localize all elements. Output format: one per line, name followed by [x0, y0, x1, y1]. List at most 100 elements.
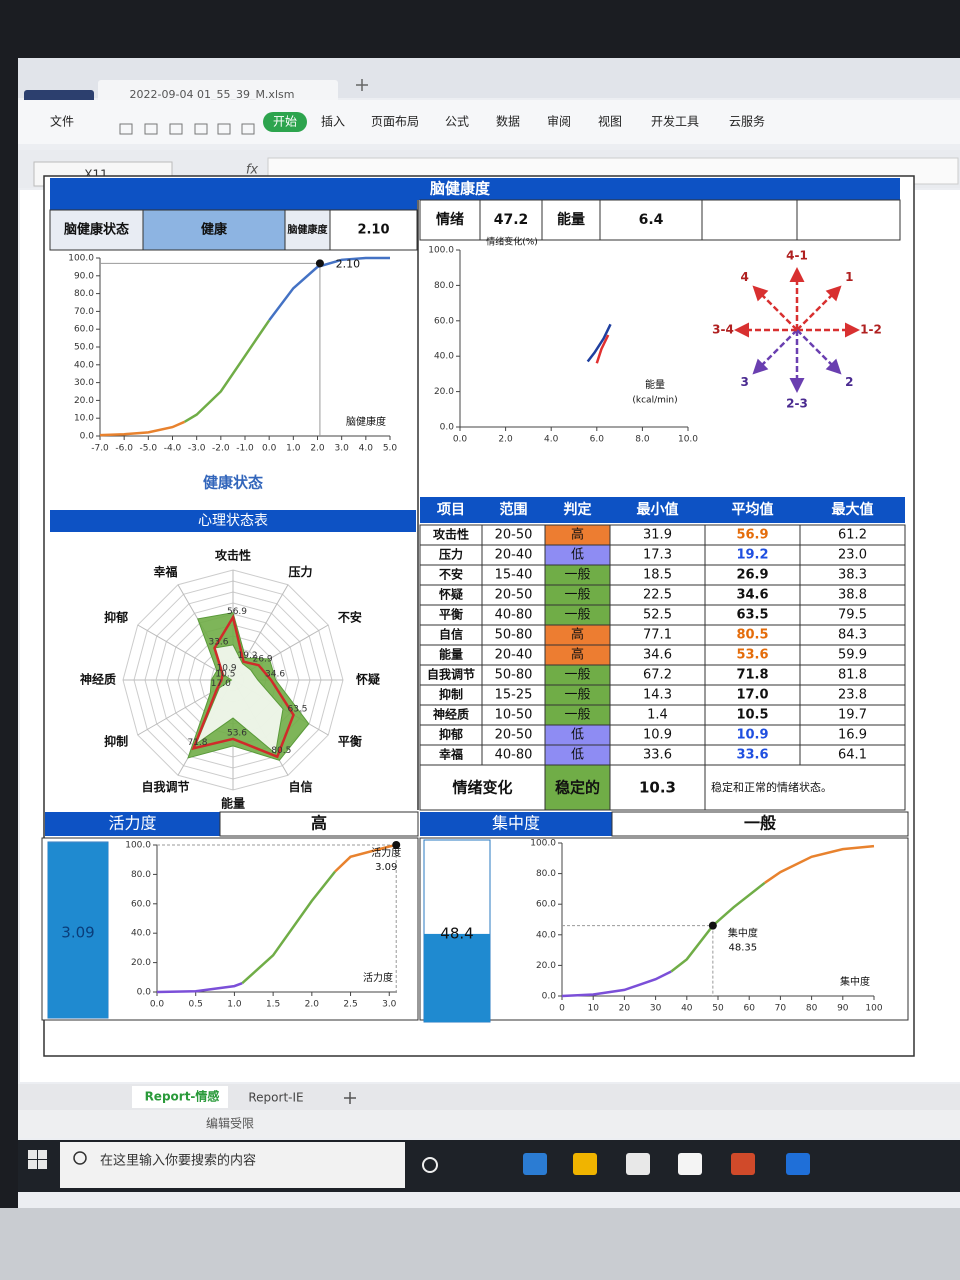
toolbar-icon[interactable] [144, 123, 158, 135]
table-cell-text: 79.5 [838, 608, 867, 623]
x-tick-label: 2.0 [305, 1000, 320, 1010]
summary-text: 情绪变化 [452, 779, 512, 797]
table-cell-text: 50-80 [495, 668, 533, 683]
x-tick-label: 90 [837, 1004, 849, 1014]
radar-axis-label: 抑制 [104, 734, 128, 749]
x-tick-label: 40 [681, 1004, 693, 1014]
table-cell-text: 16.9 [838, 728, 867, 743]
sheet-tab[interactable]: Report-情感 [145, 1089, 220, 1104]
taskview-icon[interactable] [422, 1157, 438, 1173]
y-tick-label: 0.0 [80, 432, 95, 442]
menu-item[interactable]: 云服务 [729, 114, 765, 129]
taskbar-app[interactable] [678, 1153, 702, 1175]
taskbar-app[interactable] [573, 1153, 597, 1175]
table-header-bg [420, 497, 905, 523]
table-cell-text: 20-50 [495, 728, 533, 743]
toolbar-icon[interactable] [119, 123, 133, 135]
x-tick-label: -7.0 [91, 444, 109, 454]
table-cell-text: 20-40 [495, 548, 533, 563]
menu-item[interactable]: 插入 [321, 115, 345, 129]
table-cell-text: 18.5 [643, 568, 672, 583]
table-cell-text: 一般 [564, 587, 590, 603]
search-text[interactable]: 在这里输入你要搜索的内容 [100, 1153, 256, 1169]
x-tick-label: 20 [619, 1004, 631, 1014]
direction-arrow [796, 285, 842, 331]
sheet-tab[interactable]: Report-IE [248, 1091, 303, 1105]
menu-item[interactable]: 数据 [496, 114, 520, 129]
y-tick-label: 100.0 [68, 254, 94, 264]
menu-item[interactable]: 视图 [598, 114, 622, 129]
table-cell-text: 10-50 [495, 708, 533, 723]
radar-value-label: 10.9 [217, 664, 237, 674]
x-tick-label: 6.0 [590, 435, 605, 445]
y-tick-label: 20.0 [434, 387, 454, 397]
health-cell-text: 脑健康状态 [64, 222, 129, 238]
menu-item[interactable]: 文件 [50, 114, 74, 129]
x-tick-label: -3.0 [188, 444, 206, 454]
start-logo[interactable] [38, 1160, 47, 1169]
table-cell-text: 低 [571, 728, 584, 743]
axis-label: 集中度 [840, 975, 870, 988]
table-cell-text: 23.0 [838, 548, 867, 563]
health-cell-text: 2.10 [357, 223, 389, 238]
y-tick-label: 80.0 [434, 281, 454, 291]
menu-item[interactable]: 公式 [445, 115, 469, 129]
x-tick-label: -5.0 [140, 444, 158, 454]
taskbar-app[interactable] [523, 1153, 547, 1175]
bar [424, 933, 490, 1022]
curve [156, 982, 243, 994]
taskbar-app[interactable] [626, 1153, 650, 1175]
start-logo[interactable] [28, 1160, 37, 1169]
x-axis-title: 能量 [645, 378, 665, 391]
table-cell-text: 84.3 [838, 628, 867, 643]
table-cell-text: 幸福 [439, 747, 463, 762]
table-cell-text: 67.2 [643, 668, 672, 683]
toolbar-icon[interactable] [194, 123, 208, 135]
curve [183, 319, 271, 423]
point [315, 259, 324, 268]
energy-cell [796, 199, 901, 241]
table-cell-text: 26.9 [736, 568, 768, 583]
start-logo[interactable] [28, 1150, 37, 1159]
toolbar-icon[interactable] [169, 123, 183, 135]
summary-cell [704, 764, 906, 811]
summary-text: 稳定和正常的情绪状态。 [711, 780, 832, 794]
panel-level-text: 一般 [744, 814, 776, 833]
x-tick-label: -1.0 [236, 444, 254, 454]
add-sheet-button[interactable] [344, 1092, 356, 1104]
menu-item[interactable]: 页面布局 [371, 115, 419, 129]
energy-cell [701, 199, 798, 241]
radar-value-label: 71.8 [187, 738, 207, 748]
menu-item[interactable]: 开发工具 [651, 114, 699, 129]
toolbar-icon[interactable] [217, 123, 231, 135]
radar-axis-label: 幸福 [153, 564, 177, 579]
direction-arrow [752, 329, 798, 375]
x-tick-label: 1.0 [227, 1000, 242, 1010]
x-tick-label: 1.0 [286, 444, 301, 454]
x-tick-label: 0.0 [262, 444, 277, 454]
table-cell-text: 34.6 [736, 588, 768, 603]
toolbar-icon[interactable] [241, 123, 255, 135]
radar-axis-label: 抑郁 [104, 610, 128, 625]
point-label: 48.35 [729, 943, 758, 954]
table-cell-text: 一般 [564, 687, 590, 703]
table-cell-text: 64.1 [838, 748, 867, 763]
energy-cell-text: 47.2 [494, 212, 529, 228]
radar-value-label: 33.6 [208, 637, 228, 647]
y-tick-label: 60.0 [74, 325, 94, 335]
taskbar-app[interactable] [786, 1153, 810, 1175]
taskbar-app[interactable] [731, 1153, 755, 1175]
table-cell-text: 38.3 [838, 568, 867, 583]
new-tab-button[interactable] [356, 79, 368, 91]
table-cell-text: 20-50 [495, 588, 533, 603]
direction-label: 1-2 [860, 323, 882, 337]
radar-value-label: 34.6 [265, 670, 285, 680]
table-cell-text: 53.6 [736, 648, 768, 663]
table-cell-text: 1.4 [647, 708, 668, 723]
start-logo[interactable] [38, 1150, 47, 1159]
menu-item[interactable]: 开始 [273, 115, 297, 129]
menu-item[interactable]: 审阅 [547, 114, 571, 129]
x-tick-label: 4.0 [359, 444, 374, 454]
table-cell-text: 63.5 [736, 608, 768, 623]
